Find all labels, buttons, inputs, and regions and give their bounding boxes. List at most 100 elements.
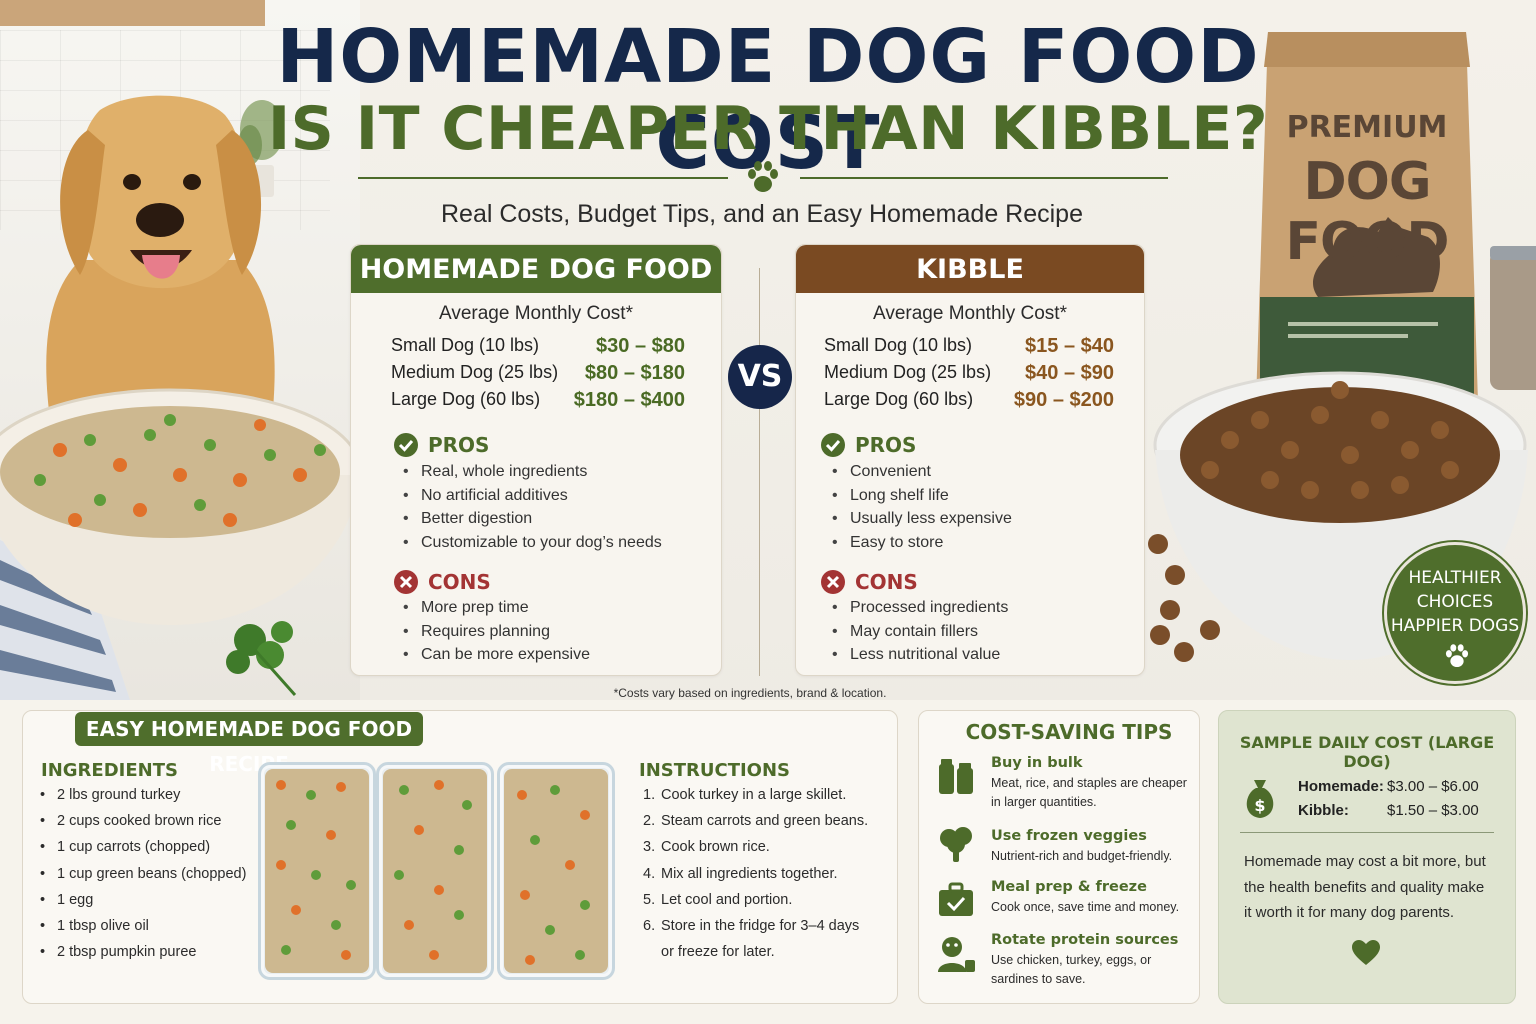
daily-row-label: Kibble: xyxy=(1298,802,1349,819)
list-item: Customizable to your dog’s needs xyxy=(403,534,662,558)
list-item: 6. Store in the fridge for 3–4 days xyxy=(643,918,868,944)
tip-description: Meat, rice, and staples are cheaper in l… xyxy=(991,776,1187,809)
cost-value: $90 – $200 xyxy=(1013,389,1114,411)
step-number: 4. xyxy=(643,865,656,882)
list-item: Real, whole ingredients xyxy=(403,463,662,487)
healthier-choices-badge: HEALTHIER CHOICES HAPPIER DOGS xyxy=(1384,542,1526,684)
title-divider-left xyxy=(358,177,728,179)
step-text: Store in the fridge for 3–4 days xyxy=(661,917,860,934)
list-item: Convenient xyxy=(832,463,1012,487)
tip-title: Buy in bulk xyxy=(991,755,1083,771)
kibble-cons-list: Processed ingredients May contain filler… xyxy=(832,599,1008,670)
list-item: Requires planning xyxy=(403,623,590,647)
daily-cost-summary: Homemade may cost a bit more, but the he… xyxy=(1244,853,1486,921)
homemade-cost-row-large: Large Dog (60 lbs) $180 – $400 xyxy=(391,389,685,415)
step-number: 5. xyxy=(643,891,656,908)
cost-value: $180 – $400 xyxy=(573,389,685,411)
step-number: 3. xyxy=(643,839,656,856)
step-text: or freeze for later. xyxy=(661,944,775,961)
homemade-cons-list: More prep time Requires planning Can be … xyxy=(403,599,590,670)
cons-label: CONS xyxy=(428,570,491,594)
meal-prep-container-icon xyxy=(939,882,973,916)
instructions-heading: INSTRUCTIONS xyxy=(639,760,790,781)
kibble-cost-row-small: Small Dog (10 lbs) $15 – $40 xyxy=(824,335,1114,361)
broccoli-icon xyxy=(940,827,972,862)
list-item: 1 egg xyxy=(40,892,246,918)
paw-print-icon xyxy=(1445,644,1469,668)
list-item: More prep time xyxy=(403,599,590,623)
wood-shelf xyxy=(0,0,265,26)
jars-icon xyxy=(939,759,973,794)
list-item: 2 cups cooked brown rice xyxy=(40,813,246,839)
cost-value: $15 – $40 xyxy=(1025,335,1114,357)
page-subtitle: IS IT CHEAPER THAN KIBBLE? xyxy=(267,94,1269,164)
list-item: 4. Mix all ingredients together. xyxy=(643,866,868,892)
list-item: Long shelf life xyxy=(832,487,1012,511)
cost-value: $30 – $80 xyxy=(596,335,685,357)
step-text: Steam carrots and green beans. xyxy=(661,813,869,830)
daily-divider xyxy=(1240,832,1494,833)
list-item: 1 tbsp olive oil xyxy=(40,918,246,944)
tagline: Real Costs, Budget Tips, and an Easy Hom… xyxy=(440,200,1083,228)
tip-description: Cook once, save time and money. xyxy=(991,900,1180,914)
pros-label: PROS xyxy=(428,433,490,457)
title-divider-right xyxy=(800,177,1168,179)
tips-heading: COST-SAVING TIPS xyxy=(965,720,1173,744)
vs-badge: VS xyxy=(728,345,792,409)
badge-line-1: HEALTHIER xyxy=(1408,568,1502,588)
x-circle-icon xyxy=(821,570,845,594)
cost-value: $80 – $180 xyxy=(584,362,685,384)
list-item: No artificial additives xyxy=(403,487,662,511)
bag-label-dog-food: DOG FOOD xyxy=(1285,152,1449,272)
daily-cost-heading: SAMPLE DAILY COST (LARGE DOG) xyxy=(1239,733,1495,771)
list-item: Less nutritional value xyxy=(832,646,1008,670)
list-item: 3. Cook brown rice. xyxy=(643,839,868,865)
meal-prep-container-image xyxy=(497,762,615,980)
homemade-card: HOMEMADE DOG FOOD Average Monthly Cost* … xyxy=(350,244,722,676)
tip-description: Nutrient-rich and budget-friendly. xyxy=(991,849,1173,863)
list-item: 2. Steam carrots and green beans. xyxy=(643,813,868,839)
step-text: Cook brown rice. xyxy=(661,839,770,856)
check-circle-icon xyxy=(821,433,845,457)
cost-label: Small Dog (10 lbs) xyxy=(391,335,540,355)
meal-prep-container-image xyxy=(258,762,376,980)
bag-label-premium: PREMIUM xyxy=(1286,110,1448,145)
instructions-list: 1. Cook turkey in a large skillet. 2. Stea… xyxy=(643,787,868,970)
kibble-bowl-image xyxy=(1153,371,1528,660)
homemade-food-bowl-image xyxy=(0,388,360,625)
pros-label: PROS xyxy=(855,433,917,457)
list-item: 1 cup carrots (chopped) xyxy=(40,839,246,865)
ingredients-heading: INGREDIENTS xyxy=(41,760,178,781)
tip-title: Rotate protein sources xyxy=(991,932,1179,948)
daily-row-homemade: Homemade: $3.00 – $6.00 xyxy=(1298,778,1498,798)
daily-row-value: $3.00 – $6.00 xyxy=(1387,778,1479,795)
list-item: Better digestion xyxy=(403,510,662,534)
daily-row-value: $1.50 – $3.00 xyxy=(1387,802,1479,819)
homemade-cost-row-small: Small Dog (10 lbs) $30 – $80 xyxy=(391,335,685,361)
heart-icon xyxy=(1352,940,1380,965)
parsley-garnish-image xyxy=(226,621,297,696)
step-number: 6. xyxy=(643,917,656,934)
step-number: 2. xyxy=(643,813,656,830)
daily-row-kibble: Kibble: $1.50 – $3.00 xyxy=(1298,802,1498,822)
tip-description: Use chicken, turkey, eggs, or sardines t… xyxy=(991,953,1152,986)
step-text: Cook turkey in a large skillet. xyxy=(661,787,847,803)
money-bag-icon: $ xyxy=(1246,780,1274,818)
page-title: HOMEMADE DOG FOOD COST xyxy=(276,14,1260,186)
step-number: 1. xyxy=(643,787,656,803)
cost-value: $40 – $90 xyxy=(1025,362,1114,384)
rotate-protein-icon xyxy=(938,937,975,972)
list-item: or freeze for later. xyxy=(643,944,868,970)
kibble-card: KIBBLE Average Monthly Cost* Small Dog (… xyxy=(795,244,1145,676)
recipe-header: EASY HOMEMADE DOG FOOD RECIPE xyxy=(75,712,423,776)
step-text: Let cool and portion. xyxy=(661,891,793,908)
list-item: 2 lbs ground turkey xyxy=(40,787,246,813)
vs-divider xyxy=(759,268,760,676)
badge-line-2: CHOICES xyxy=(1416,592,1494,612)
svg-text:$: $ xyxy=(1254,796,1265,815)
kibble-card-header: KIBBLE xyxy=(796,245,1144,293)
cost-label: Large Dog (60 lbs) xyxy=(391,389,541,409)
meal-prep-container-image xyxy=(376,762,494,980)
cost-label: Large Dog (60 lbs) xyxy=(824,389,974,409)
tip-title: Use frozen veggies xyxy=(991,828,1147,844)
